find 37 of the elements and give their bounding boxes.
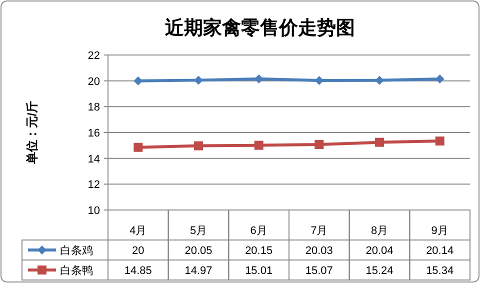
data-label: 14.97: [184, 265, 212, 277]
y-tick-label: 18: [88, 102, 100, 114]
x-tick-label: 6月: [250, 225, 268, 237]
data-label: 15.24: [366, 265, 394, 277]
y-axis-title: 单位：元/斤: [25, 100, 39, 166]
data-label: 20.14: [426, 245, 454, 257]
data-label: 15.07: [305, 265, 333, 277]
y-tick-label: 12: [88, 179, 100, 192]
y-tick-label: 16: [88, 128, 100, 140]
legend-label: 白条鸭: [60, 265, 93, 277]
legend-label: 白条鸡: [60, 245, 93, 257]
point: [194, 141, 203, 150]
data-label: 15.34: [426, 265, 454, 277]
x-tick-label: 5月: [190, 225, 208, 237]
x-tick-label: 8月: [370, 225, 388, 237]
data-label: 15.01: [245, 265, 273, 277]
x-tick-label: 4月: [130, 225, 147, 237]
y-tick-label: 14: [88, 153, 100, 166]
data-label: 20.15: [245, 245, 273, 257]
data-label: 20.03: [305, 245, 333, 257]
data-label: 14.85: [124, 265, 152, 277]
point: [435, 136, 444, 146]
y-tick-label: 10: [88, 205, 100, 217]
point: [375, 138, 384, 147]
y-tick-label: 22: [88, 50, 100, 62]
data-label: 20.04: [366, 245, 394, 257]
x-tick-label: 7月: [310, 225, 328, 237]
point: [314, 140, 324, 150]
data-label: 20.05: [184, 245, 212, 257]
x-tick-label: 9月: [431, 225, 448, 237]
y-tick-label: 20: [88, 76, 100, 88]
point: [194, 76, 203, 85]
point: [254, 140, 264, 150]
point: [134, 142, 143, 152]
chart-title: 近期家禽零售价走势图: [164, 17, 355, 39]
point: [375, 76, 384, 85]
data-label: 20: [132, 245, 144, 257]
